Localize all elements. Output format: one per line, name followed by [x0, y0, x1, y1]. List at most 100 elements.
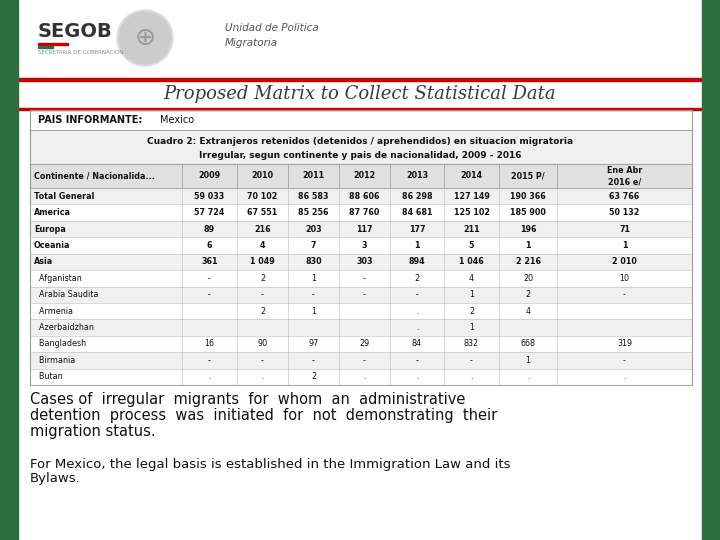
Text: 319: 319 — [617, 340, 632, 348]
Text: Ene Abr
2016 e/: Ene Abr 2016 e/ — [607, 166, 642, 186]
Text: .: . — [261, 372, 264, 381]
Text: 196: 196 — [520, 225, 536, 233]
Bar — [30, 319, 692, 336]
Text: Arabia Saudita: Arabia Saudita — [34, 290, 99, 299]
Text: 211: 211 — [463, 225, 480, 233]
Text: 2: 2 — [260, 274, 265, 283]
Bar — [0, 0, 18, 540]
Text: 29: 29 — [359, 340, 369, 348]
Bar — [30, 164, 692, 188]
Text: 2009: 2009 — [199, 172, 220, 180]
Bar — [30, 237, 692, 254]
Text: 20: 20 — [523, 274, 533, 283]
Text: 63 766: 63 766 — [609, 192, 639, 201]
Text: 117: 117 — [356, 225, 373, 233]
Text: 4: 4 — [526, 307, 531, 315]
Text: 203: 203 — [305, 225, 322, 233]
Bar — [30, 369, 692, 385]
Text: Migratoria: Migratoria — [225, 38, 278, 48]
Bar — [38, 46, 53, 48]
Text: Oceania: Oceania — [34, 241, 71, 250]
Text: 5: 5 — [469, 241, 474, 250]
Text: 86 298: 86 298 — [402, 192, 432, 201]
Text: 125 102: 125 102 — [454, 208, 490, 217]
Text: -: - — [261, 356, 264, 365]
Text: 1: 1 — [469, 323, 474, 332]
Text: 89: 89 — [204, 225, 215, 233]
Text: .: . — [624, 372, 626, 381]
Text: Unidad de Politica: Unidad de Politica — [225, 23, 319, 33]
Text: 2013: 2013 — [406, 172, 428, 180]
Text: 57 724: 57 724 — [194, 208, 225, 217]
Text: 2: 2 — [469, 307, 474, 315]
Text: -: - — [312, 290, 315, 299]
Text: -: - — [470, 356, 473, 365]
Text: -: - — [208, 356, 211, 365]
Text: 2012: 2012 — [354, 172, 376, 180]
Text: 832: 832 — [464, 340, 479, 348]
Bar — [30, 336, 692, 352]
Text: Europa: Europa — [34, 225, 66, 233]
Text: -: - — [312, 356, 315, 365]
Bar — [30, 254, 692, 270]
Text: -: - — [261, 290, 264, 299]
Text: Mexico: Mexico — [160, 115, 194, 125]
Text: 4: 4 — [469, 274, 474, 283]
Text: 97: 97 — [308, 340, 319, 348]
Text: 2: 2 — [526, 290, 531, 299]
Text: Armenia: Armenia — [34, 307, 73, 315]
Text: 16: 16 — [204, 340, 215, 348]
Text: 67 551: 67 551 — [248, 208, 278, 217]
Text: -: - — [363, 356, 366, 365]
Text: SEGOB: SEGOB — [38, 22, 113, 41]
Text: 1 049: 1 049 — [250, 258, 275, 266]
Bar — [30, 110, 692, 385]
Text: 88 606: 88 606 — [349, 192, 379, 201]
Text: Butan: Butan — [34, 372, 63, 381]
Bar — [30, 110, 692, 130]
Bar — [18, 78, 702, 80]
Text: America: America — [34, 208, 71, 217]
Text: .: . — [527, 372, 529, 381]
Text: .: . — [364, 372, 366, 381]
Text: 1: 1 — [526, 241, 531, 250]
Text: Birmania: Birmania — [34, 356, 76, 365]
Circle shape — [119, 12, 171, 64]
Text: 59 033: 59 033 — [194, 192, 225, 201]
Text: migration status.: migration status. — [30, 424, 156, 439]
Text: 1: 1 — [414, 241, 420, 250]
Bar — [30, 287, 692, 303]
Text: 177: 177 — [409, 225, 426, 233]
Text: 71: 71 — [619, 225, 630, 233]
Text: 2: 2 — [311, 372, 316, 381]
Text: 2015 P/: 2015 P/ — [511, 172, 545, 180]
Text: SECRETARIA DE GOBERNACION: SECRETARIA DE GOBERNACION — [38, 50, 123, 55]
Text: -: - — [415, 290, 418, 299]
Text: 2 010: 2 010 — [612, 258, 637, 266]
Text: 84: 84 — [412, 340, 422, 348]
Text: .: . — [415, 307, 418, 315]
Text: 7: 7 — [311, 241, 316, 250]
Text: -: - — [363, 274, 366, 283]
Text: 50 132: 50 132 — [609, 208, 639, 217]
Text: 10: 10 — [619, 274, 629, 283]
Text: 1: 1 — [469, 290, 474, 299]
Text: Cases of  irregular  migrants  for  whom  an  administrative: Cases of irregular migrants for whom an … — [30, 392, 465, 407]
Text: Asia: Asia — [34, 258, 53, 266]
Text: 216: 216 — [254, 225, 271, 233]
Text: 70 102: 70 102 — [247, 192, 278, 201]
Text: 1 046: 1 046 — [459, 258, 484, 266]
Bar — [38, 43, 68, 45]
Text: Bylaws.: Bylaws. — [30, 472, 81, 485]
Text: 85 256: 85 256 — [298, 208, 329, 217]
Bar — [30, 110, 692, 385]
Text: Proposed Matrix to Collect Statistical Data: Proposed Matrix to Collect Statistical D… — [163, 85, 557, 103]
Text: 1: 1 — [622, 241, 627, 250]
Text: 303: 303 — [356, 258, 373, 266]
Text: .: . — [470, 372, 473, 381]
Bar — [30, 205, 692, 221]
Text: -: - — [208, 290, 211, 299]
Text: -: - — [415, 356, 418, 365]
Text: 2014: 2014 — [460, 172, 482, 180]
Bar — [30, 130, 692, 164]
